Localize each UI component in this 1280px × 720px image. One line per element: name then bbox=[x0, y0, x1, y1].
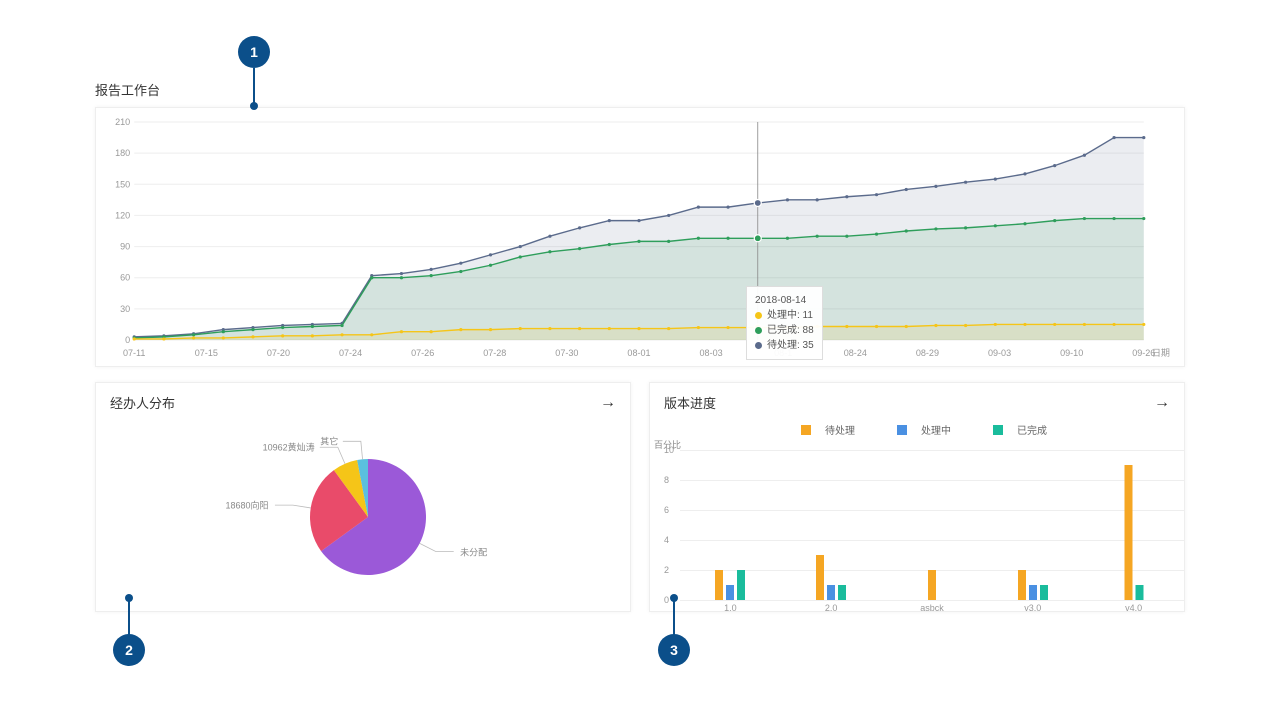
callout-2: 2 bbox=[113, 634, 145, 666]
svg-text:0: 0 bbox=[125, 335, 130, 345]
callout-2-dot bbox=[125, 594, 133, 602]
pie-slice-label: 10962黄灿涛 bbox=[263, 441, 315, 454]
pie-chart: 未分配 18680向阳 10962黄灿涛其它 bbox=[96, 422, 630, 602]
svg-text:08-29: 08-29 bbox=[916, 348, 939, 358]
bar bbox=[1124, 465, 1132, 600]
bar-group: v4.0 bbox=[1124, 465, 1143, 600]
bar bbox=[928, 570, 936, 600]
svg-text:07-30: 07-30 bbox=[555, 348, 578, 358]
bar-chart-card: 版本进度 → 待处理处理中已完成 百分比 0246810 1.02.0asbck… bbox=[649, 382, 1185, 612]
svg-text:90: 90 bbox=[120, 242, 130, 252]
pie-card-expand-icon[interactable]: → bbox=[600, 394, 616, 412]
bar-legend-item: 待处理 bbox=[787, 422, 855, 437]
bar-legend: 待处理 处理中 已完成 bbox=[650, 422, 1184, 438]
svg-text:07-24: 07-24 bbox=[339, 348, 362, 358]
bar-group: 2.0 bbox=[816, 555, 846, 600]
chart-tooltip: 2018-08-14 处理中: 11已完成: 88待处理: 35 bbox=[746, 286, 823, 360]
pie-slice-label: 18680向阳 bbox=[226, 499, 269, 512]
svg-text:日期: 日期 bbox=[1152, 348, 1170, 358]
tooltip-date: 2018-08-14 bbox=[755, 293, 814, 308]
bar-group: asbck bbox=[928, 570, 936, 600]
svg-text:08-03: 08-03 bbox=[700, 348, 723, 358]
callout-3-dot bbox=[670, 594, 678, 602]
bar-card-title: 版本进度 bbox=[664, 393, 716, 412]
callout-3-line bbox=[673, 600, 675, 636]
pie-slice-label: 其它 bbox=[320, 435, 338, 448]
svg-text:07-26: 07-26 bbox=[411, 348, 434, 358]
bar-group: 1.0 bbox=[715, 570, 745, 600]
bar bbox=[1040, 585, 1048, 600]
svg-text:07-15: 07-15 bbox=[195, 348, 218, 358]
bar bbox=[838, 585, 846, 600]
svg-text:07-20: 07-20 bbox=[267, 348, 290, 358]
callout-3: 3 bbox=[658, 634, 690, 666]
bar-group: v3.0 bbox=[1018, 570, 1048, 600]
bar bbox=[726, 585, 734, 600]
svg-text:09-03: 09-03 bbox=[988, 348, 1011, 358]
callout-2-line bbox=[128, 600, 130, 636]
bar-card-expand-icon[interactable]: → bbox=[1154, 394, 1170, 412]
callout-1: 1 bbox=[238, 36, 270, 68]
bar-xlabel: 1.0 bbox=[724, 603, 737, 613]
bar-chart: 百分比 0246810 1.02.0asbckv3.0v4.0 bbox=[650, 438, 1184, 618]
pie-slice-label: 未分配 bbox=[460, 545, 487, 558]
pie-card-title: 经办人分布 bbox=[110, 393, 175, 412]
bar-xlabel: v4.0 bbox=[1125, 603, 1142, 613]
svg-text:180: 180 bbox=[115, 148, 130, 158]
callout-1-line bbox=[253, 68, 255, 104]
bar bbox=[827, 585, 835, 600]
svg-text:30: 30 bbox=[120, 304, 130, 314]
bar-xlabel: v3.0 bbox=[1024, 603, 1041, 613]
svg-text:120: 120 bbox=[115, 210, 130, 220]
svg-text:150: 150 bbox=[115, 179, 130, 189]
svg-text:09-10: 09-10 bbox=[1060, 348, 1083, 358]
bar bbox=[1135, 585, 1143, 600]
pie-chart-card: 经办人分布 → 未分配 18680向阳 10962黄灿涛其它 bbox=[95, 382, 631, 612]
bar bbox=[715, 570, 723, 600]
bar bbox=[1018, 570, 1026, 600]
svg-text:60: 60 bbox=[120, 273, 130, 283]
bar bbox=[816, 555, 824, 600]
area-chart-card: 0 30 60 90 120 150 180 210 07-11 07-15 07-20 07-24 0… bbox=[95, 107, 1185, 367]
page-title: 报告工作台 bbox=[95, 80, 1185, 99]
callout-1-dot bbox=[250, 102, 258, 110]
bar-xlabel: 2.0 bbox=[825, 603, 838, 613]
bar-xlabel: asbck bbox=[920, 603, 944, 613]
bar-legend-item: 已完成 bbox=[979, 422, 1047, 437]
svg-text:210: 210 bbox=[115, 117, 130, 127]
bar bbox=[737, 570, 745, 600]
svg-text:07-28: 07-28 bbox=[483, 348, 506, 358]
bar bbox=[1029, 585, 1037, 600]
svg-text:07-11: 07-11 bbox=[123, 348, 145, 358]
area-chart: 0 30 60 90 120 150 180 210 07-11 07-15 07-20 07-24 0… bbox=[106, 114, 1174, 362]
bar-legend-item: 处理中 bbox=[883, 422, 951, 437]
svg-text:08-24: 08-24 bbox=[844, 348, 867, 358]
svg-text:08-01: 08-01 bbox=[627, 348, 650, 358]
